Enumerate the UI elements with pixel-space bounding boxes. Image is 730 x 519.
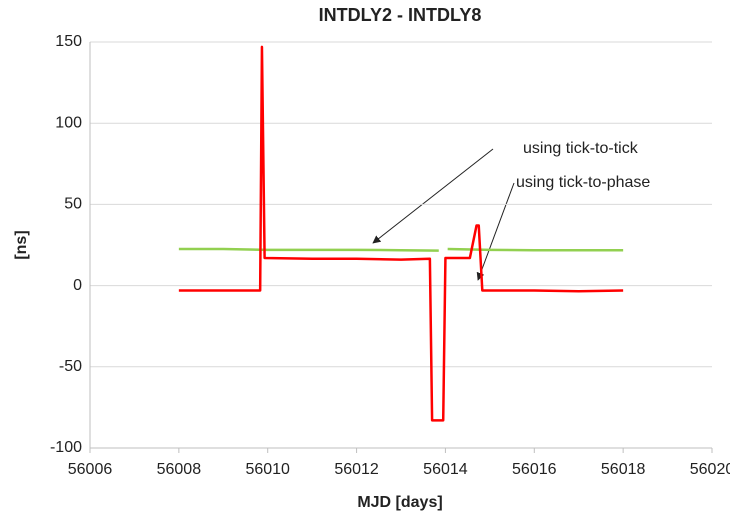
y-tick-label: 100 [55, 114, 82, 131]
y-tick-label: 150 [55, 33, 82, 50]
y-axis-label: [ns] [13, 230, 30, 259]
annotation-arrow [372, 148, 494, 244]
x-tick-label: 56008 [157, 461, 202, 478]
y-tick-label: -50 [59, 358, 82, 375]
series-line [178, 247, 624, 252]
x-tick-label: 56006 [68, 461, 113, 478]
x-tick-label: 56016 [512, 461, 557, 478]
y-tick-label: 0 [73, 277, 82, 294]
x-axis-label: MJD [days] [357, 494, 442, 511]
y-tick-label: -100 [50, 439, 82, 456]
annotation-arrow [476, 182, 515, 281]
x-tick-label: 56012 [334, 461, 379, 478]
chart-title: INTDLY2 - INTDLY8 [319, 5, 482, 25]
series-line [178, 45, 624, 422]
x-tick-label: 56014 [423, 461, 468, 478]
annotation: using tick-to-tick [523, 140, 639, 157]
y-tick-label: 50 [64, 196, 82, 213]
annotation: using tick-to-phase [516, 174, 650, 191]
x-tick-label: 56020 [690, 461, 730, 478]
x-tick-label: 56010 [245, 461, 290, 478]
x-tick-label: 56018 [601, 461, 646, 478]
